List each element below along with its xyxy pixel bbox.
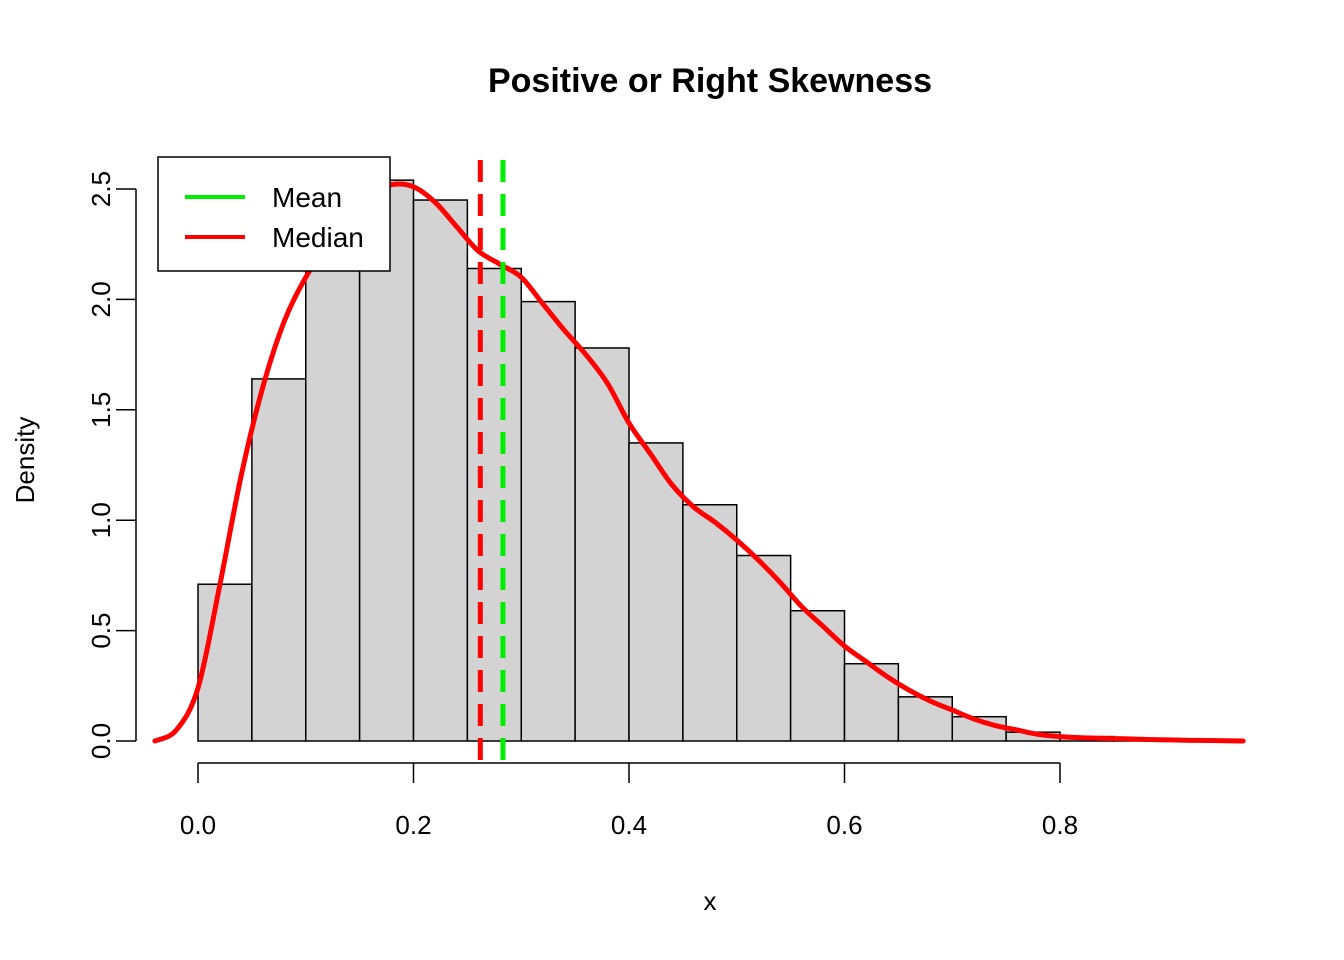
histogram-bars (197, 179, 1169, 742)
x-tick-label: 0.8 (1042, 810, 1078, 840)
y-tick-label: 2.0 (86, 281, 116, 317)
histogram-bar (466, 267, 522, 742)
histogram-bar (897, 696, 953, 742)
x-axis-label: x (704, 886, 717, 916)
histogram-bar (305, 269, 361, 742)
x-tick-label: 0.2 (395, 810, 431, 840)
histogram-bar (789, 609, 846, 742)
legend-median-label: Median (272, 222, 364, 253)
histogram-bar (197, 583, 253, 742)
y-tick-label: 0.5 (86, 613, 116, 649)
x-axis: 0.0 0.2 0.4 0.6 0.8 (180, 762, 1078, 840)
legend-box (157, 156, 391, 272)
y-tick-label: 1.0 (86, 502, 116, 538)
x-tick-label: 0.6 (826, 810, 862, 840)
histogram-bar (843, 662, 900, 742)
histogram-bar (412, 199, 469, 742)
legend-mean-label: Mean (272, 182, 342, 213)
y-tick-label: 2.5 (86, 171, 116, 207)
histogram-bar (574, 347, 630, 742)
x-tick-label: 0.4 (611, 810, 647, 840)
y-axis: 0.0 0.5 1.0 1.5 2.0 2.5 (86, 171, 137, 759)
chart-title: Positive or Right Skewness (488, 62, 932, 100)
histogram-bar (358, 179, 415, 742)
legend: Mean Median (157, 156, 391, 272)
histogram-bar (682, 503, 738, 742)
y-tick-label: 0.0 (86, 723, 116, 759)
histogram-bar (628, 442, 684, 742)
y-tick-label: 1.5 (86, 392, 116, 428)
histogram-bar (251, 378, 307, 742)
histogram-bar (520, 300, 576, 742)
x-tick-label: 0.0 (180, 810, 216, 840)
y-axis-label: Density (10, 417, 40, 504)
